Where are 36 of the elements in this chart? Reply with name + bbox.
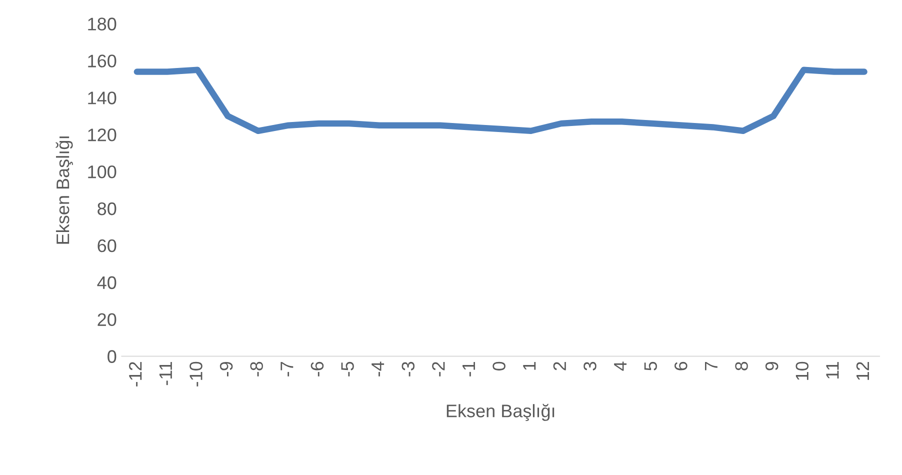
x-tick-label: 9	[765, 362, 778, 370]
x-tick-label: 10	[796, 362, 809, 380]
x-tick-label: 1	[523, 362, 536, 370]
x-tick-label: 7	[705, 362, 718, 370]
x-tick-label: -3	[402, 362, 415, 376]
x-tick-label: -6	[310, 362, 324, 376]
x-axis-title: Eksen Başlığı	[446, 404, 554, 422]
x-tick-label: -10	[190, 362, 202, 386]
x-tick-label: -12	[128, 362, 142, 386]
y-tick-label: 180	[88, 18, 116, 30]
x-tick-label: 5	[644, 362, 657, 370]
x-tick-label: 8	[735, 362, 748, 370]
x-tick-label: -1	[462, 362, 475, 376]
y-tick-label: 40	[97, 276, 116, 290]
x-tick-label: -8	[250, 362, 263, 376]
x-tick-label: 2	[553, 362, 566, 370]
x-tick-label: 4	[614, 362, 627, 371]
x-tick-label: -11	[159, 362, 172, 386]
y-tick-label: 160	[88, 54, 116, 68]
x-tick-label: -7	[280, 362, 294, 376]
y-tick-label: 120	[88, 128, 116, 142]
y-axis-title: Eksen Başlığı	[56, 136, 73, 244]
y-tick-label: 100	[88, 165, 116, 178]
x-tick-label: 6	[674, 362, 688, 370]
y-tick-label: 60	[98, 239, 116, 252]
x-tick-label: -5	[341, 362, 354, 376]
x-tick-label: -2	[432, 362, 445, 376]
y-tick-label: 80	[98, 202, 116, 216]
x-tick-label: 12	[856, 362, 869, 380]
x-tick-label: -4	[372, 362, 384, 376]
x-tick-label: 0	[492, 362, 506, 370]
x-tick-label: 11	[826, 362, 839, 378]
y-tick-label: 20	[98, 313, 116, 326]
x-tick-label: 3	[584, 362, 596, 370]
x-tick-label: -9	[220, 362, 233, 376]
y-tick-label: 140	[88, 92, 116, 104]
